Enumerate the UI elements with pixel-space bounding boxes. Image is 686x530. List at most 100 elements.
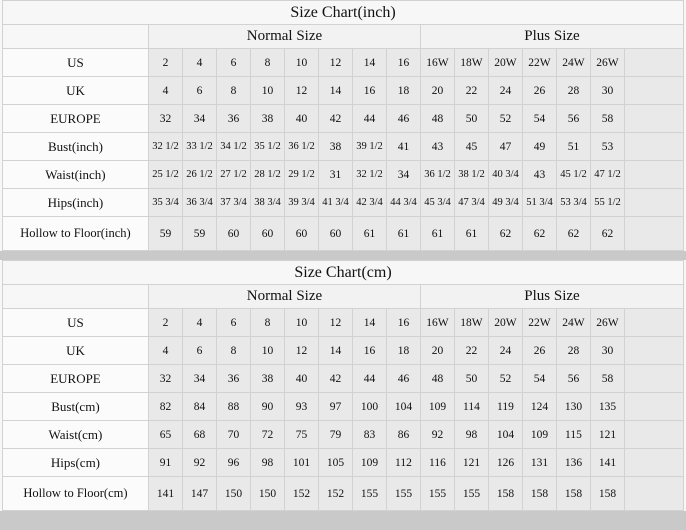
table-cell: 53 3/4 [555,188,591,217]
table-cell: 32 1/2 [147,132,183,161]
table-cell: 20 [419,336,455,365]
table-cell: 33 1/2 [181,132,217,161]
table-cell: 104 [487,420,523,449]
table-cell: 18W [453,48,489,77]
table-cell: 36 [215,104,251,133]
table-cell: 40 [283,104,319,133]
table-cell [623,420,685,449]
table-cell: 70 [215,420,251,449]
table-cell: 124 [521,392,557,421]
table-cell: 48 [419,364,455,393]
table-cell: 105 [317,448,353,477]
table-cell: 45 1/2 [555,160,591,189]
table-cell: 10 [283,48,319,77]
table-cell: 98 [453,420,489,449]
row-label: Bust(inch) [1,132,149,161]
table-cell: 44 3/4 [385,188,421,217]
table-cell: 88 [215,392,251,421]
table-cell: 4 [181,48,217,77]
row-label: EUROPE [1,364,149,393]
table-cell: 60 [317,216,353,251]
row-label: Hips(inch) [1,188,149,217]
table-cell: 26W [589,308,625,337]
table-cell: 12 [283,336,319,365]
table-row: UK 4 6 8 10 12 14 16 18 20 22 24 26 28 30 [1,336,685,365]
table-cell [623,448,685,477]
table-cell: 26 1/2 [181,160,217,189]
row-label: Waist(cm) [1,420,149,449]
table-cell: 141 [147,476,183,511]
group-header-corner [1,284,149,309]
table-row: Hips(inch) 35 3/4 36 3/4 37 3/4 38 3/4 39 3/4… [1,188,685,217]
table-cell: 28 1/2 [249,160,285,189]
table-cell: 14 [317,76,353,105]
table-cell: 6 [215,308,251,337]
chart-title: Size Chart(inch) [1,0,685,25]
table-cell: 115 [555,420,591,449]
table-cell: 90 [249,392,285,421]
table-cell [623,104,685,133]
table-row: Hips(cm) 91 92 96 98 101 105 109 112 116 121 126 131… [1,448,685,477]
table-cell: 91 [147,448,183,477]
table-cell: 27 1/2 [215,160,251,189]
table-cell: 18 [385,336,421,365]
table-cell: 26 [521,76,557,105]
table-cell: 62 [589,216,625,251]
table-cell: 65 [147,420,183,449]
table-cell: 4 [147,336,183,365]
table-cell: 24 [487,76,523,105]
table-cell: 10 [249,336,285,365]
table-cell: 155 [351,476,387,511]
table-cell: 10 [249,76,285,105]
table-cell: 54 [521,104,557,133]
table-cell: 34 [385,160,421,189]
table-cell: 55 1/2 [589,188,625,217]
table-cell: 16W [419,48,455,77]
table-row: UK 4 6 8 10 12 14 16 18 20 22 24 26 28 30 [1,76,685,105]
group-header-corner [1,24,149,49]
table-cell: 44 [351,364,387,393]
size-chart-block-1: Size Chart(inch) Normal Size Plus Size US 2 4… [0,0,686,251]
row-label: Waist(inch) [1,160,149,189]
table-cell: 49 [521,132,557,161]
table-cell: 20 [419,76,455,105]
group-header-plus-size: Plus Size [419,24,685,49]
table-row: US 2 4 6 8 10 12 14 16 16W 18W 20W 22W 24W 26W [1,308,685,337]
table-cell: 18 [385,76,421,105]
table-cell: 43 [521,160,557,189]
table-cell: 62 [555,216,591,251]
table-cell: 20W [487,308,523,337]
row-label: EUROPE [1,104,149,133]
table-cell: 8 [215,76,251,105]
table-cell: 16W [419,308,455,337]
table-cell: 34 [181,104,217,133]
table-cell: 109 [419,392,455,421]
table-cell: 59 [147,216,183,251]
table-cell: 82 [147,392,183,421]
table-cell: 79 [317,420,353,449]
table-cell [623,76,685,105]
table-cell: 136 [555,448,591,477]
table-cell: 147 [181,476,217,511]
table-cell: 40 3/4 [487,160,523,189]
table-cell: 75 [283,420,319,449]
table-cell: 92 [419,420,455,449]
table-cell: 25 1/2 [147,160,183,189]
table-cell: 14 [317,336,353,365]
table-cell: 61 [419,216,455,251]
table-cell: 150 [249,476,285,511]
table-cell: 8 [215,336,251,365]
table-cell: 46 [385,104,421,133]
table-cell: 135 [589,392,625,421]
table-cell: 83 [351,420,387,449]
table-cell: 4 [147,76,183,105]
table-cell: 14 [351,48,387,77]
table-cell: 45 3/4 [419,188,455,217]
table-cell: 86 [385,420,421,449]
table-cell: 46 [385,364,421,393]
table-row: EUROPE 32 34 36 38 40 42 44 46 48 50 52 54 56 58 [1,104,685,133]
table-cell: 155 [385,476,421,511]
table-cell: 97 [317,392,353,421]
table-cell: 158 [555,476,591,511]
